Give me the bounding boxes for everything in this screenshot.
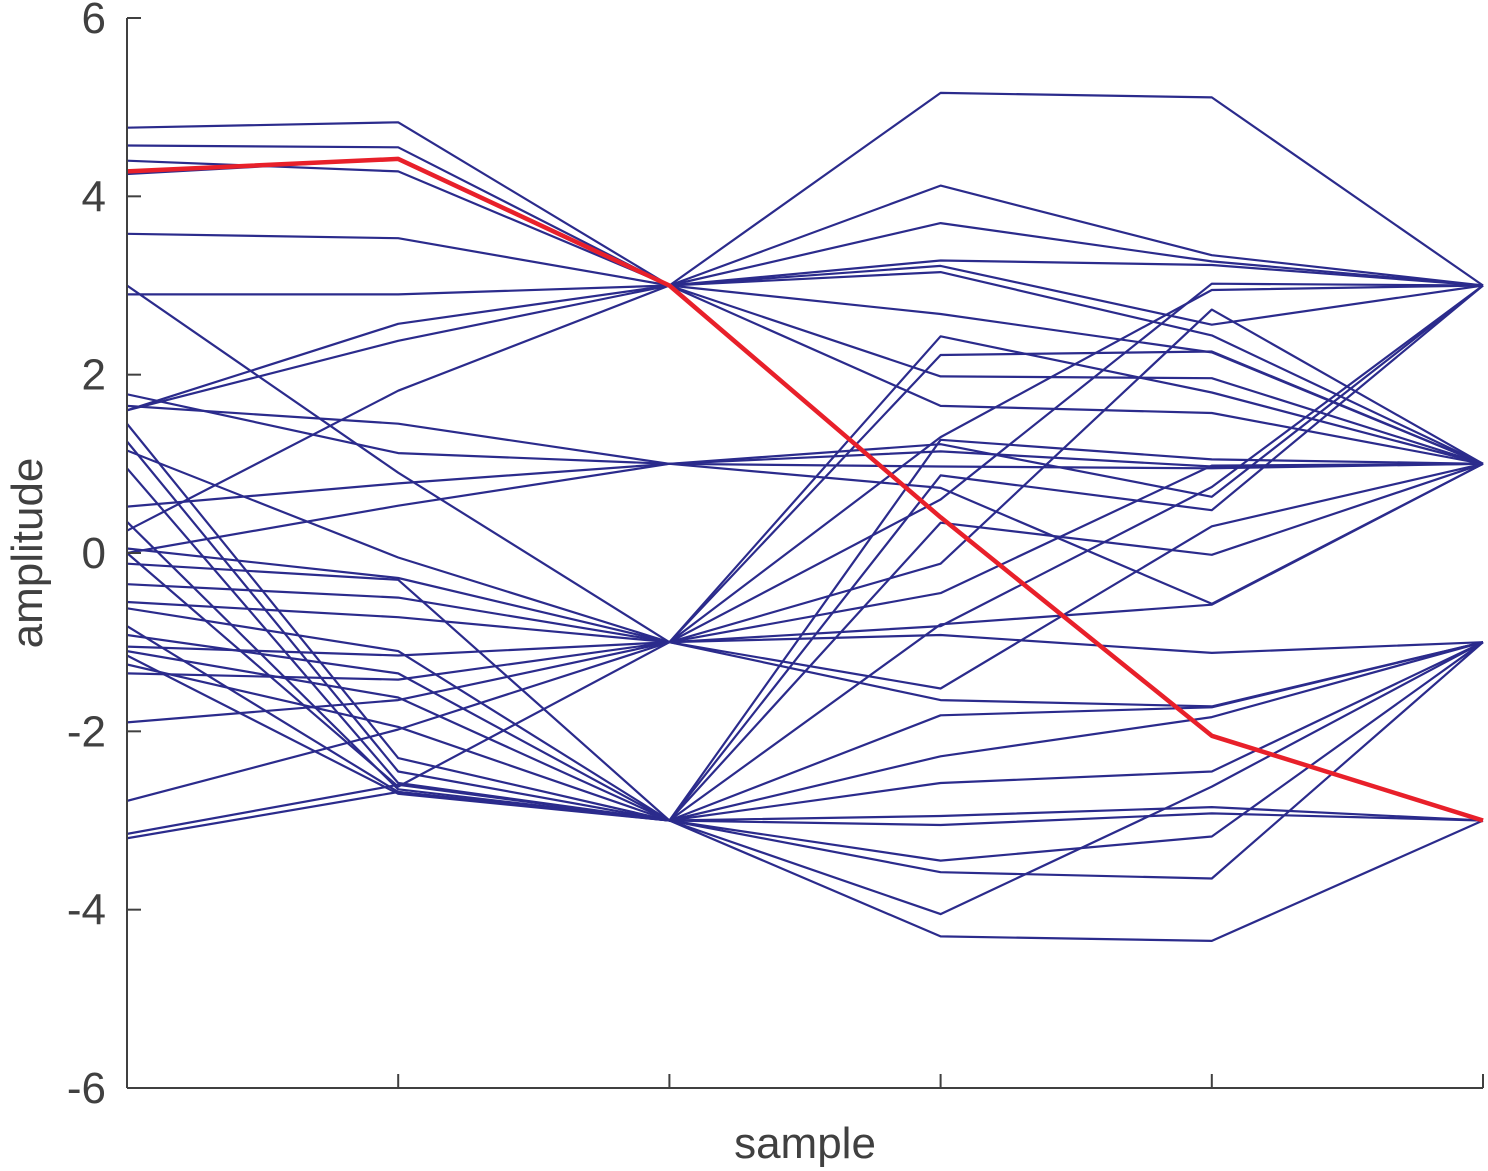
series-line-36 xyxy=(126,562,1484,943)
series-line-9 xyxy=(126,284,1484,532)
series-line-10 xyxy=(126,393,1484,468)
series-line-2 xyxy=(126,144,1484,287)
series-line-29 xyxy=(126,641,1484,822)
series-line-15 xyxy=(126,335,1484,644)
y-ticks: -6 -4 -2 0 2 4 6 xyxy=(67,0,141,1113)
y-tick-label: 0 xyxy=(82,529,106,578)
x-ticks xyxy=(126,1074,1484,1088)
y-tick-label: 6 xyxy=(82,0,106,43)
y-tick-label: -4 xyxy=(67,886,106,935)
axes xyxy=(126,18,1483,1089)
series-line-3 xyxy=(126,159,1484,287)
series-line-22 xyxy=(126,462,1484,802)
series-line-19 xyxy=(126,462,1484,657)
series-line-32 xyxy=(126,607,1484,827)
series-line-12 xyxy=(126,284,1484,508)
series-line-26 xyxy=(126,462,1484,822)
y-tick-label: 4 xyxy=(82,172,106,221)
series-line-6 xyxy=(127,271,1484,465)
series-line-27 xyxy=(126,462,1484,822)
series-line-35 xyxy=(126,641,1484,916)
series-line-14 xyxy=(126,284,1484,644)
y-tick-label: 2 xyxy=(82,351,106,400)
series-line-17 xyxy=(126,282,1484,644)
series-line-34 xyxy=(126,641,1484,880)
y-axis-label: amplitude xyxy=(3,458,52,649)
series-line-20 xyxy=(126,284,1484,681)
series-line-18 xyxy=(126,308,1484,644)
series-line-1 xyxy=(126,91,1484,287)
highlighted-series-line xyxy=(126,156,1484,823)
series-line-31 xyxy=(126,790,1484,840)
series-line-24 xyxy=(126,423,1484,822)
series-line-11 xyxy=(126,404,1484,470)
x-axis-label: sample xyxy=(734,1119,876,1168)
highlighted-series xyxy=(126,156,1484,823)
series-line-28 xyxy=(126,625,1484,822)
series-line-5 xyxy=(126,232,1484,326)
series-line-13 xyxy=(126,462,1484,605)
y-tick-label: -2 xyxy=(67,707,106,756)
series-lines xyxy=(126,91,1484,943)
y-tick-label: -6 xyxy=(67,1064,106,1113)
series-line-33 xyxy=(126,633,1484,862)
series-line-8 xyxy=(126,284,1484,465)
series-line-16 xyxy=(126,284,1484,644)
